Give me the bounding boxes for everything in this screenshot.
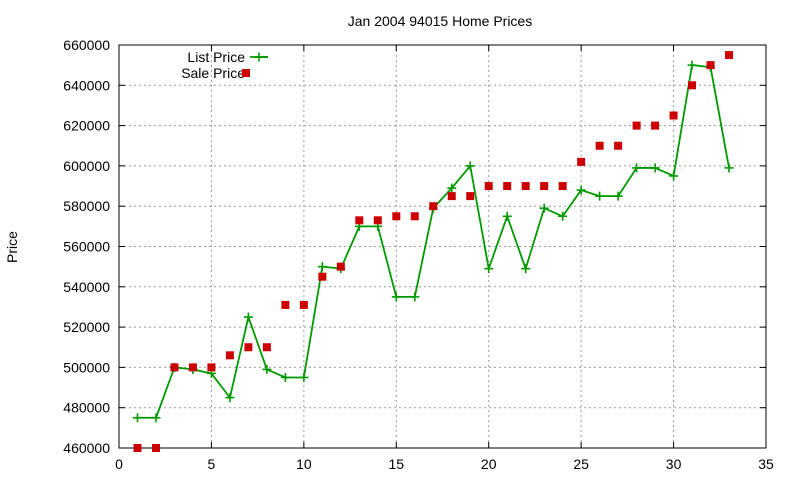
data-point <box>595 141 604 150</box>
data-point <box>558 182 567 191</box>
data-point <box>429 202 438 211</box>
data-point <box>225 393 235 403</box>
x-tick-label: 20 <box>481 456 497 472</box>
x-tick-label: 15 <box>388 456 404 472</box>
data-point <box>151 444 160 452</box>
data-point <box>262 364 272 374</box>
series-0 <box>132 60 734 423</box>
data-point <box>706 61 715 70</box>
data-point <box>595 191 605 201</box>
data-point <box>299 300 308 309</box>
data-point <box>336 262 345 271</box>
x-axis: 0 5 10 15 20 25 30 35 <box>115 45 774 472</box>
legend-label: Sale Price <box>181 65 245 81</box>
plot-frame <box>118 44 767 449</box>
data-point <box>521 264 531 274</box>
data-point <box>188 363 197 372</box>
x-tick-label: 10 <box>296 456 312 472</box>
data-point <box>262 343 271 352</box>
legend-marker <box>242 69 250 77</box>
data-point <box>725 51 734 60</box>
data-point <box>466 192 475 201</box>
y-tick-label: 660000 <box>63 37 110 53</box>
data-point <box>410 212 419 221</box>
data-point <box>687 60 697 70</box>
data-point <box>650 163 660 173</box>
chart-title: Jan 2004 94015 Home Prices <box>348 13 532 29</box>
grid <box>119 45 766 448</box>
x-tick-label: 30 <box>666 456 682 472</box>
data-point <box>391 292 401 302</box>
y-tick-label: 460000 <box>63 440 110 456</box>
data-point <box>318 272 327 281</box>
data-point <box>225 351 234 360</box>
data-point <box>539 203 549 213</box>
data-point <box>651 121 660 130</box>
y-tick-label: 480000 <box>63 400 110 416</box>
y-tick-label: 640000 <box>63 77 110 93</box>
data-point <box>558 211 568 221</box>
y-tick-label: 520000 <box>63 319 110 335</box>
data-point <box>410 292 420 302</box>
data-point <box>503 182 512 191</box>
data-point <box>576 185 586 195</box>
data-point <box>373 216 382 225</box>
data-point <box>447 183 457 193</box>
data-point <box>132 413 142 423</box>
y-axis-label: Price <box>4 231 20 263</box>
y-tick-label: 600000 <box>63 158 110 174</box>
legend-marker <box>254 52 264 62</box>
data-point <box>632 163 642 173</box>
data-point <box>465 161 475 171</box>
data-point <box>502 211 512 221</box>
data-point <box>577 157 586 166</box>
x-tick-label: 35 <box>758 456 774 472</box>
data-point <box>688 81 697 90</box>
data-point <box>669 171 679 181</box>
series-layer <box>132 51 734 452</box>
data-point <box>244 343 253 352</box>
data-point <box>280 372 290 382</box>
data-point <box>669 111 678 120</box>
data-point <box>632 121 641 130</box>
data-point <box>170 363 179 372</box>
x-tick-label: 0 <box>115 456 123 472</box>
data-point <box>281 300 290 309</box>
legend-item: List Price <box>187 49 268 65</box>
data-point <box>392 212 401 221</box>
data-point <box>207 363 216 372</box>
legend-label: List Price <box>187 49 245 65</box>
series-1 <box>133 51 734 452</box>
data-point <box>355 216 364 225</box>
data-point <box>243 312 253 322</box>
data-point <box>447 192 456 201</box>
data-point <box>133 444 142 452</box>
data-point <box>613 191 623 201</box>
y-axis: 460000 480000 500000 520000 540000 560000 5800… <box>63 37 766 456</box>
data-point <box>521 182 530 191</box>
y-tick-label: 620000 <box>63 118 110 134</box>
data-point <box>299 372 309 382</box>
series-line <box>137 64 730 419</box>
data-point <box>317 262 327 272</box>
data-point <box>484 182 493 191</box>
data-point <box>724 163 734 173</box>
y-tick-label: 580000 <box>63 198 110 214</box>
x-tick-label: 25 <box>573 456 589 472</box>
legend-item: Sale Price <box>181 65 250 81</box>
data-point <box>151 413 161 423</box>
y-tick-label: 500000 <box>63 359 110 375</box>
x-tick-label: 5 <box>208 456 216 472</box>
y-tick-label: 540000 <box>63 279 110 295</box>
data-point <box>614 141 623 150</box>
data-point <box>540 182 549 191</box>
data-point <box>484 264 494 274</box>
y-tick-label: 560000 <box>63 239 110 255</box>
